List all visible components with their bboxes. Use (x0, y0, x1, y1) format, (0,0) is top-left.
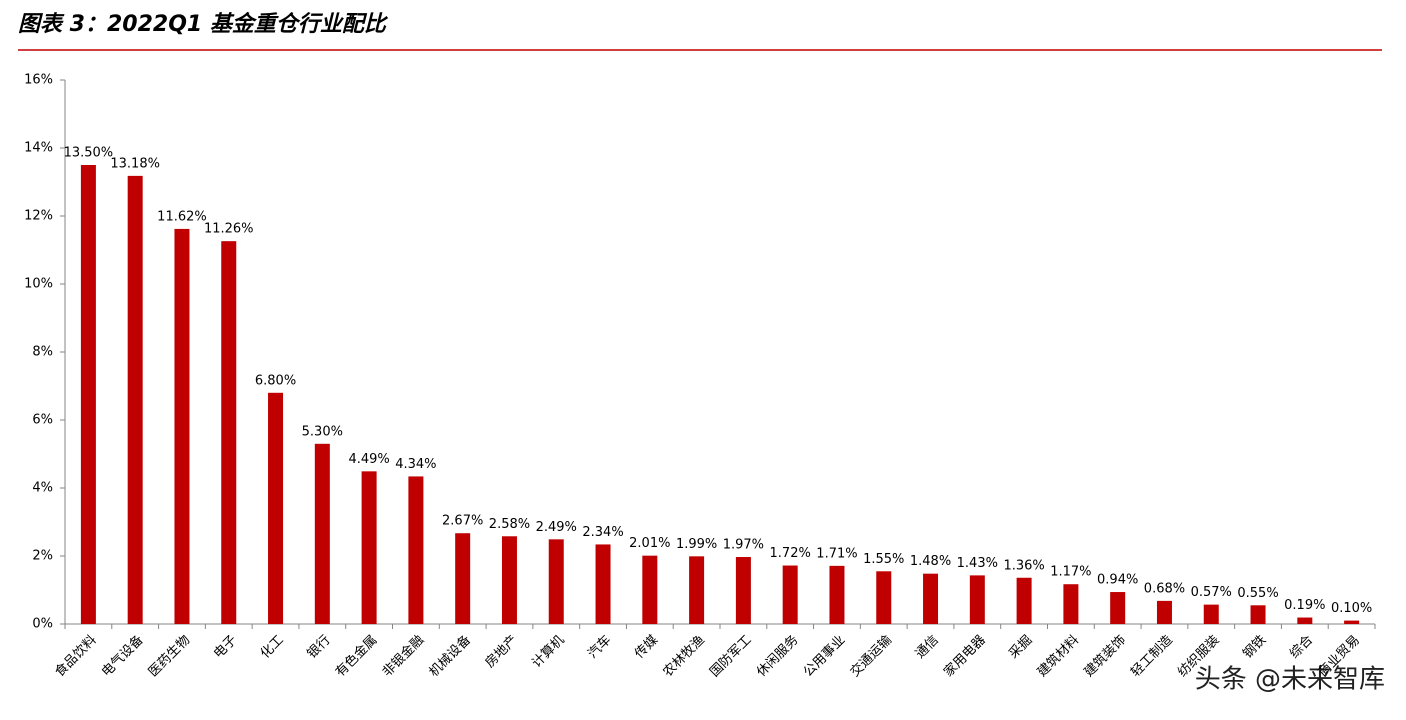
x-tick-label: 非银金融 (379, 632, 427, 680)
x-tick-label: 轻工制造 (1128, 633, 1175, 680)
bar (642, 555, 658, 624)
value-label: 1.99% (676, 537, 717, 552)
value-label: 13.18% (110, 156, 160, 171)
bar (221, 241, 237, 624)
x-tick-label: 机械设备 (426, 632, 474, 680)
y-tick-label: 14% (24, 141, 53, 156)
x-tick-label: 化工 (258, 633, 287, 662)
bar (782, 565, 798, 624)
y-tick-label: 4% (32, 481, 53, 496)
bar (1063, 584, 1079, 624)
value-label: 4.34% (395, 457, 436, 472)
bar (1203, 604, 1219, 624)
x-tick-label: 电子 (211, 633, 240, 662)
x-tick-label: 传媒 (632, 633, 661, 662)
bar (80, 165, 96, 624)
value-label: 2.67% (442, 514, 483, 529)
y-tick-label: 10% (24, 277, 53, 292)
bar (1110, 592, 1126, 624)
value-label: 2.58% (489, 517, 530, 532)
watermark: 头条 @未来智库 (1195, 665, 1385, 695)
value-label: 0.10% (1331, 601, 1372, 616)
x-tick-label: 公用事业 (801, 633, 848, 680)
x-tick-label: 医药生物 (146, 633, 193, 680)
value-label: 6.80% (255, 373, 296, 388)
bar (174, 228, 190, 625)
value-label: 11.62% (157, 209, 207, 224)
value-label: 1.71% (816, 546, 857, 561)
value-label: 1.17% (1050, 565, 1091, 580)
bar (408, 476, 424, 624)
x-tick-label: 交通运输 (847, 632, 895, 680)
x-tick-label: 电气设备 (98, 632, 146, 680)
value-label: 1.72% (770, 546, 811, 561)
x-tick-label: 国防军工 (707, 632, 755, 680)
y-tick-label: 0% (32, 617, 53, 632)
x-tick-label: 有色金属 (332, 632, 380, 680)
value-label: 0.55% (1237, 586, 1278, 601)
bar (361, 471, 377, 624)
bar (455, 533, 471, 624)
bar (127, 175, 143, 624)
bar (923, 573, 939, 624)
value-label: 0.57% (1191, 585, 1232, 600)
value-label: 13.50% (64, 146, 114, 161)
value-label: 11.26% (204, 222, 254, 237)
x-tick-label: 家用电器 (941, 632, 989, 680)
x-tick-label: 建筑装饰 (1081, 632, 1129, 680)
x-tick-label: 采掘 (1006, 633, 1035, 662)
value-label: 2.01% (629, 536, 670, 551)
y-tick-label: 6% (32, 413, 53, 428)
value-label: 1.36% (1003, 558, 1044, 573)
x-tick-label: 食品饮料 (52, 632, 100, 680)
y-tick-label: 8% (32, 345, 53, 360)
bar (969, 575, 985, 624)
value-label: 1.55% (863, 552, 904, 567)
bar (876, 571, 892, 624)
bar (314, 443, 330, 624)
value-label: 0.68% (1144, 581, 1185, 596)
value-label: 2.34% (582, 525, 623, 540)
value-label: 1.43% (957, 556, 998, 571)
value-label: 1.48% (910, 554, 951, 569)
bar (1156, 600, 1172, 624)
bar (268, 392, 284, 624)
value-label: 4.49% (348, 452, 389, 467)
bar (1016, 577, 1032, 624)
bar (595, 544, 611, 624)
x-tick-label: 休闲服务 (753, 632, 801, 680)
y-tick-label: 16% (24, 73, 53, 88)
x-tick-label: 综合 (1287, 633, 1316, 662)
chart-title: 图表 3：2022Q1 基金重仓行业配比 (18, 11, 389, 37)
bar (1250, 605, 1266, 624)
value-label: 0.94% (1097, 573, 1138, 588)
y-tick-label: 2% (32, 549, 53, 564)
bar (1297, 617, 1313, 624)
bar (735, 557, 751, 624)
bar (548, 539, 564, 624)
value-label: 2.49% (536, 520, 577, 535)
bar (1344, 620, 1360, 624)
value-label: 0.19% (1284, 598, 1325, 613)
bar (829, 565, 845, 624)
value-label: 1.97% (723, 538, 764, 553)
bar (689, 556, 705, 624)
bar (501, 536, 517, 624)
x-tick-label: 建筑材料 (1034, 632, 1082, 680)
x-tick-label: 银行 (305, 633, 334, 662)
y-tick-label: 12% (24, 209, 53, 224)
x-tick-label: 计算机 (529, 633, 567, 671)
value-label: 5.30% (302, 424, 343, 439)
x-tick-label: 钢铁 (1240, 633, 1269, 662)
x-tick-label: 房地产 (482, 632, 521, 671)
x-tick-label: 汽车 (585, 632, 615, 662)
x-tick-label: 通信 (913, 633, 942, 662)
x-tick-label: 农林牧渔 (661, 633, 708, 680)
